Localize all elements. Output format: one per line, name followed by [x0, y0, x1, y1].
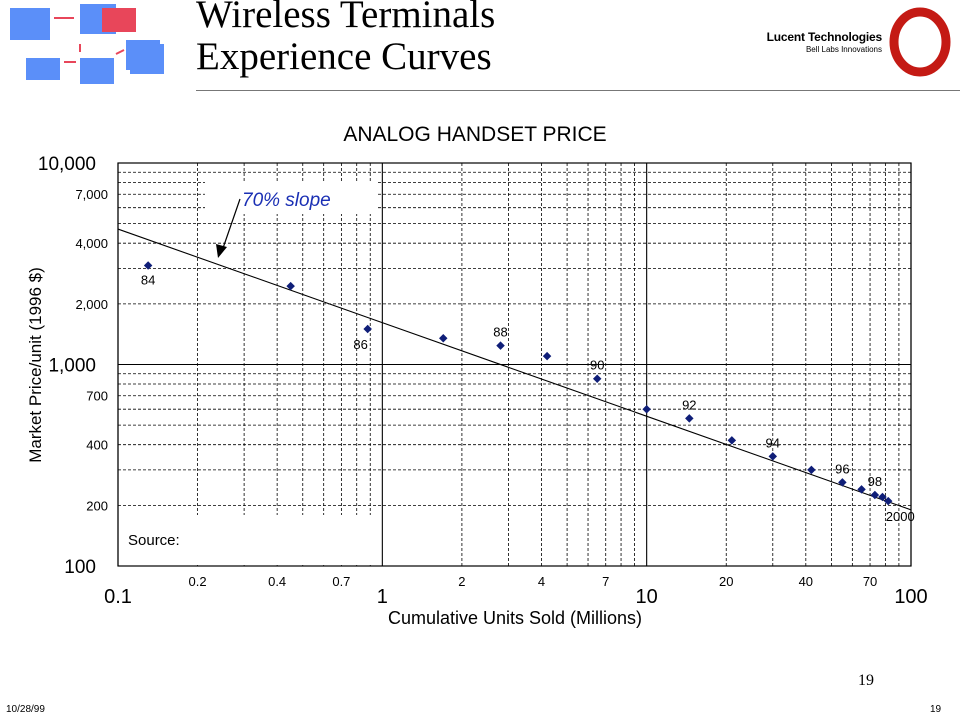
data-point [878, 492, 887, 502]
innovation-ring-icon [889, 7, 951, 77]
page-number: 19 [858, 672, 874, 689]
y-minor-tick-label: 7,000 [75, 187, 108, 202]
source-label: Source: [128, 532, 180, 549]
slide-title: Wireless Terminals Experience Curves [196, 0, 495, 78]
y-tick-label: 10,000 [38, 154, 96, 175]
x-minor-tick-label: 0.4 [268, 574, 286, 589]
diagram-box-accent [102, 8, 136, 32]
data-point [857, 485, 866, 494]
x-minor-tick-label: 0.2 [189, 574, 207, 589]
x-tick-label: 10 [636, 586, 658, 608]
diagram-arrow [115, 49, 125, 55]
trend-line [117, 228, 912, 511]
data-point [838, 478, 847, 487]
x-minor-tick-label: 7 [602, 574, 609, 589]
company-logo-name: Lucent Technologies [766, 30, 883, 44]
data-point-label: 94 [766, 435, 780, 450]
company-logo: Lucent Technologies Bell Labs Innovation… [752, 30, 883, 54]
network-diagram-logo [10, 4, 164, 84]
x-tick-label: 100 [894, 586, 927, 608]
data-point-label: 86 [353, 337, 367, 352]
data-point [363, 324, 372, 334]
y-minor-tick-label: 700 [86, 389, 108, 404]
data-point [807, 465, 816, 475]
y-minor-tick-label: 4,000 [75, 236, 108, 251]
data-point [542, 351, 552, 361]
data-point [143, 261, 153, 270]
data-point [439, 333, 448, 343]
y-minor-tick-label: 200 [86, 498, 108, 513]
footer-date: 10/28/99 [6, 704, 45, 715]
slope-pointer-arrowhead [216, 244, 227, 258]
y-tick-label: 100 [64, 557, 96, 578]
diagram-box [130, 44, 164, 74]
data-point-label: 88 [493, 325, 507, 340]
y-tick-label: 1,000 [48, 356, 96, 377]
data-point [286, 281, 295, 291]
company-logo-tagline: Bell Labs Innovations [805, 45, 882, 54]
slope-pointer-line [221, 198, 241, 252]
data-point-label: 2000 [886, 509, 915, 524]
source-box [120, 515, 380, 565]
data-point [883, 496, 893, 506]
slope-label-background [205, 181, 377, 214]
footer-page-number: 19 [930, 704, 942, 715]
data-point [592, 374, 602, 383]
analog-handset-price-chart: ANALOG HANDSET PRICE Market Price/unit (… [26, 123, 928, 628]
data-point [768, 452, 778, 461]
x-minor-tick-label: 2 [458, 574, 465, 589]
title-divider [196, 90, 960, 91]
x-minor-tick-label: 0.7 [332, 574, 350, 589]
x-tick-label: 1 [377, 586, 388, 608]
data-point-label: 96 [835, 461, 849, 476]
data-point [870, 490, 880, 500]
x-tick-label: 0.1 [104, 586, 132, 608]
x-minor-tick-label: 4 [538, 574, 545, 589]
chart-title: ANALOG HANDSET PRICE [343, 123, 606, 146]
data-point-label: 98 [868, 474, 882, 489]
y-axis-label: Market Price/unit (1996 $) [26, 267, 45, 463]
y-minor-tick-label: 2,000 [75, 297, 108, 312]
slide-title-line-2: Experience Curves [196, 35, 492, 78]
data-point-label: 92 [682, 397, 696, 412]
data-point-label: 84 [141, 272, 155, 287]
data-point [496, 341, 505, 350]
x-minor-tick-label: 70 [863, 574, 877, 589]
x-minor-tick-label: 40 [799, 574, 813, 589]
slope-annotation: 70% slope [242, 190, 331, 211]
plot-frame [117, 162, 912, 567]
data-point [727, 436, 737, 445]
diagram-box [26, 58, 60, 80]
x-minor-tick-label: 20 [719, 574, 733, 589]
data-point-label: 90 [590, 358, 604, 373]
data-point [685, 414, 694, 423]
y-minor-tick-label: 400 [86, 438, 108, 453]
x-axis-label: Cumulative Units Sold (Millions) [388, 608, 642, 628]
slide-title-line-1: Wireless Terminals [196, 0, 496, 36]
diagram-box [10, 8, 50, 40]
diagram-box [80, 58, 114, 84]
data-point [642, 404, 651, 414]
